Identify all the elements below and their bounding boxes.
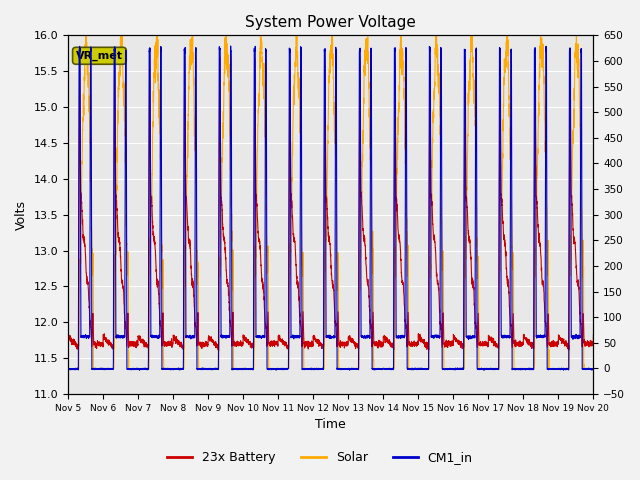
Line: 23x Battery: 23x Battery (68, 54, 593, 350)
Solar (397, 12, 405, 18)
Solar (159, 258, 166, 264)
CM1_in (449, 367, 456, 372)
Title: System Power Voltage: System Power Voltage (245, 15, 416, 30)
23x Battery (589, 332, 597, 338)
X-axis label: Time: Time (316, 419, 346, 432)
Solar (311, 366, 319, 372)
CM1_in (589, 366, 597, 372)
23x Battery (76, 51, 83, 57)
Line: CM1_in: CM1_in (68, 46, 593, 370)
23x Battery (64, 336, 72, 341)
Solar (64, 366, 72, 372)
CM1_in (478, 366, 486, 372)
CM1_in (589, 366, 596, 372)
Legend: 23x Battery, Solar, CM1_in: 23x Battery, Solar, CM1_in (163, 446, 477, 469)
CM1_in (311, 366, 319, 372)
Solar (589, 366, 597, 372)
23x Battery (449, 341, 456, 347)
23x Battery (159, 323, 166, 328)
23x Battery (589, 343, 596, 348)
CM1_in (419, 366, 427, 372)
CM1_in (227, 43, 234, 49)
Line: Solar: Solar (68, 15, 593, 369)
23x Battery (419, 339, 427, 345)
Solar (589, 366, 596, 372)
23x Battery (311, 336, 319, 342)
Solar (478, 366, 486, 372)
CM1_in (64, 366, 72, 372)
CM1_in (159, 366, 166, 372)
Text: VR_met: VR_met (76, 51, 123, 61)
Y-axis label: Volts: Volts (15, 200, 28, 230)
23x Battery (214, 347, 222, 353)
23x Battery (478, 342, 486, 348)
Solar (419, 366, 427, 372)
Solar (449, 366, 456, 372)
CM1_in (480, 367, 488, 373)
